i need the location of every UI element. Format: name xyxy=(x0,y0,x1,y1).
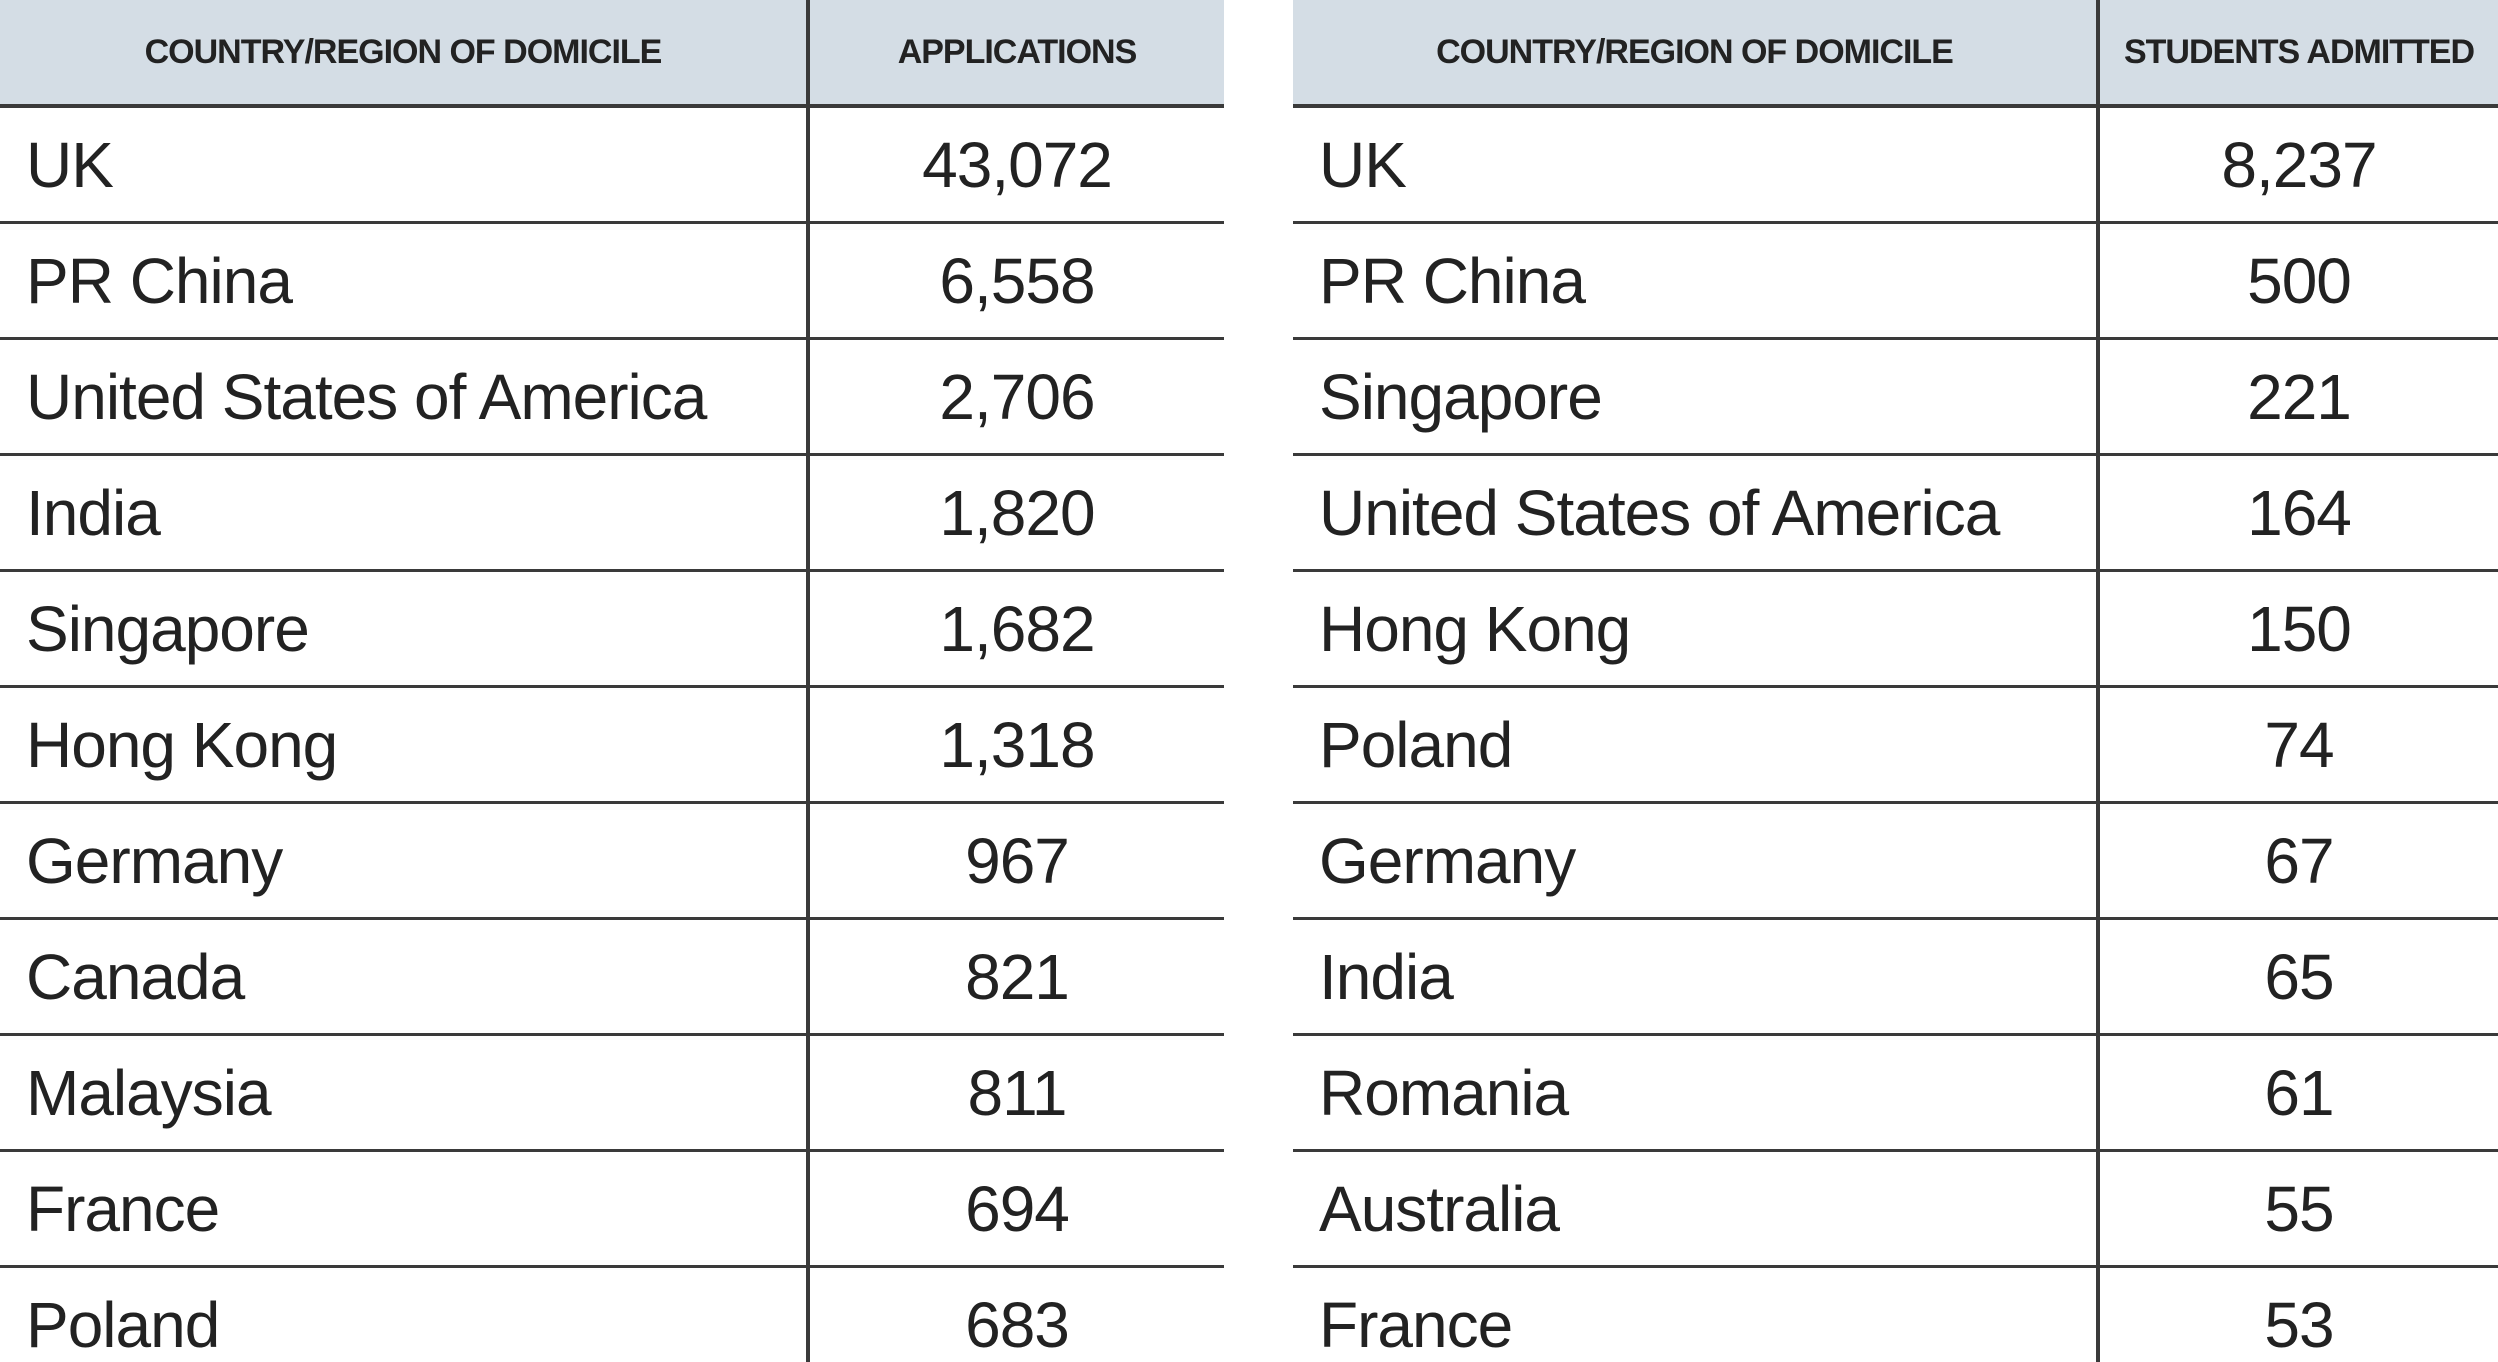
column-header-country: COUNTRY/REGION OF DOMICILE xyxy=(1293,0,2098,108)
country-cell: Germany xyxy=(0,802,808,920)
table-row: UK 43,072 xyxy=(0,106,1224,224)
country-cell: United States of America xyxy=(0,338,808,456)
applications-cell: 821 xyxy=(806,918,1224,1036)
applications-cell: 6,558 xyxy=(806,222,1224,340)
applications-cell: 2,706 xyxy=(806,338,1224,456)
country-cell: Singapore xyxy=(1293,338,2098,456)
applications-cell: 1,820 xyxy=(806,454,1224,572)
applications-cell: 967 xyxy=(806,802,1224,920)
table-row: India 1,820 xyxy=(0,454,1224,572)
column-header-students-admitted: STUDENTS ADMITTED xyxy=(2096,0,2498,108)
applications-table: COUNTRY/REGION OF DOMICILE APPLICATIONS … xyxy=(0,0,1224,1362)
table-row: Malaysia 811 xyxy=(0,1034,1224,1152)
table-row: Romania 61 xyxy=(1293,1034,2498,1152)
country-cell: Romania xyxy=(1293,1034,2098,1152)
country-cell: France xyxy=(0,1150,808,1268)
table-row: Hong Kong 150 xyxy=(1293,570,2498,688)
applications-cell: 43,072 xyxy=(806,106,1224,224)
admitted-cell: 53 xyxy=(2096,1266,2498,1362)
table-row: France 694 xyxy=(0,1150,1224,1268)
table-row: Germany 67 xyxy=(1293,802,2498,920)
admitted-header-row: COUNTRY/REGION OF DOMICILE STUDENTS ADMI… xyxy=(1293,0,2498,108)
applications-cell: 683 xyxy=(806,1266,1224,1362)
admitted-cell: 500 xyxy=(2096,222,2498,340)
table-row: PR China 500 xyxy=(1293,222,2498,340)
country-cell: India xyxy=(0,454,808,572)
admitted-cell: 67 xyxy=(2096,802,2498,920)
country-cell: Canada xyxy=(0,918,808,1036)
table-row: PR China 6,558 xyxy=(0,222,1224,340)
country-cell: United States of America xyxy=(1293,454,2098,572)
country-cell: PR China xyxy=(1293,222,2098,340)
admitted-cell: 221 xyxy=(2096,338,2498,456)
applications-cell: 811 xyxy=(806,1034,1224,1152)
table-row: United States of America 164 xyxy=(1293,454,2498,572)
country-cell: UK xyxy=(0,106,808,224)
admitted-cell: 8,237 xyxy=(2096,106,2498,224)
table-row: Poland 74 xyxy=(1293,686,2498,804)
admitted-cell: 74 xyxy=(2096,686,2498,804)
applications-cell: 1,682 xyxy=(806,570,1224,688)
admitted-cell: 61 xyxy=(2096,1034,2498,1152)
country-cell: Australia xyxy=(1293,1150,2098,1268)
country-cell: Germany xyxy=(1293,802,2098,920)
admitted-cell: 55 xyxy=(2096,1150,2498,1268)
table-row: Singapore 1,682 xyxy=(0,570,1224,688)
country-cell: India xyxy=(1293,918,2098,1036)
country-cell: Poland xyxy=(0,1266,808,1362)
table-row: United States of America 2,706 xyxy=(0,338,1224,456)
admitted-cell: 150 xyxy=(2096,570,2498,688)
table-row: Germany 967 xyxy=(0,802,1224,920)
applications-cell: 694 xyxy=(806,1150,1224,1268)
country-cell: PR China xyxy=(0,222,808,340)
country-cell: Singapore xyxy=(0,570,808,688)
column-header-applications: APPLICATIONS xyxy=(806,0,1224,108)
country-cell: Malaysia xyxy=(0,1034,808,1152)
country-cell: Poland xyxy=(1293,686,2098,804)
table-row: Canada 821 xyxy=(0,918,1224,1036)
applications-header-row: COUNTRY/REGION OF DOMICILE APPLICATIONS xyxy=(0,0,1224,108)
admitted-cell: 65 xyxy=(2096,918,2498,1036)
table-row: UK 8,237 xyxy=(1293,106,2498,224)
table-row: Singapore 221 xyxy=(1293,338,2498,456)
table-row: Hong Kong 1,318 xyxy=(0,686,1224,804)
country-cell: UK xyxy=(1293,106,2098,224)
column-header-country: COUNTRY/REGION OF DOMICILE xyxy=(0,0,808,108)
students-admitted-table: COUNTRY/REGION OF DOMICILE STUDENTS ADMI… xyxy=(1293,0,2498,1362)
table-row: France 53 xyxy=(1293,1266,2498,1362)
country-cell: France xyxy=(1293,1266,2098,1362)
admitted-cell: 164 xyxy=(2096,454,2498,572)
table-row: Poland 683 xyxy=(0,1266,1224,1362)
table-row: Australia 55 xyxy=(1293,1150,2498,1268)
table-row: India 65 xyxy=(1293,918,2498,1036)
applications-cell: 1,318 xyxy=(806,686,1224,804)
country-cell: Hong Kong xyxy=(1293,570,2098,688)
country-cell: Hong Kong xyxy=(0,686,808,804)
